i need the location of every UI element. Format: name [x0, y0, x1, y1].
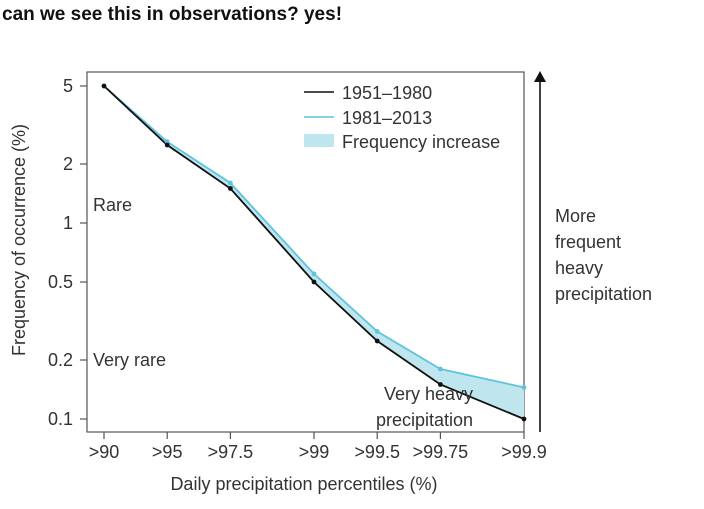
arrow-label-line4: precipitation — [555, 284, 652, 304]
x-tick-label: >95 — [152, 442, 183, 462]
y-tick-label: 5 — [63, 76, 73, 96]
arrow-label-line1: More — [555, 206, 596, 226]
x-tick-label: >99.9 — [501, 442, 547, 462]
point-1951-1980 — [521, 416, 527, 422]
point-1981-2013 — [438, 366, 443, 372]
x-axis-label: Daily precipitation percentiles (%) — [170, 474, 437, 494]
x-tick-label: >97.5 — [208, 442, 254, 462]
y-tick-label: 0.1 — [48, 409, 73, 429]
y-tick-label: 0.2 — [48, 350, 73, 370]
annotation-rare: Rare — [93, 195, 132, 215]
vertical-arrow-head — [534, 71, 546, 82]
annotation-very-rare: Very rare — [93, 350, 166, 370]
x-axis-ticks: >90 >95 >97.5 >99 >99.5 >99.75 >99.9 — [89, 432, 547, 462]
point-1981-2013 — [164, 139, 170, 145]
x-tick-label: >90 — [89, 442, 120, 462]
point-1951-1980 — [374, 338, 380, 344]
x-tick-label: >99.5 — [354, 442, 400, 462]
series-points — [101, 83, 527, 422]
legend-label-1981-2013: 1981–2013 — [342, 108, 432, 128]
x-tick-label: >99.75 — [413, 442, 469, 462]
y-tick-label: 1 — [63, 213, 73, 233]
y-axis-label: Frequency of occurrence (%) — [9, 124, 29, 356]
legend: 1951–1980 1981–2013 Frequency increase — [304, 83, 500, 152]
y-tick-label: 0.5 — [48, 272, 73, 292]
point-1951-1980 — [311, 279, 317, 285]
point-1981-2013 — [521, 385, 527, 390]
point-1981-2013 — [228, 180, 233, 186]
y-axis-ticks: 5 2 1 0.5 0.2 0.1 — [48, 76, 87, 429]
annotation-very-heavy-line2: precipitation — [376, 410, 473, 430]
arrow-label-line3: heavy — [555, 258, 603, 278]
point-1981-2013 — [374, 329, 380, 334]
y-tick-label: 2 — [63, 154, 73, 174]
legend-swatch-frequency-increase — [304, 134, 334, 147]
point-1951-1980 — [228, 186, 233, 191]
legend-label-1951-1980: 1951–1980 — [342, 83, 432, 103]
point-1951-1980 — [164, 142, 170, 148]
headline: can we see this in observations? yes! — [2, 4, 343, 25]
annotation-very-heavy-line1: Very heavy — [384, 384, 473, 404]
legend-label-frequency-increase: Frequency increase — [342, 132, 500, 152]
point-1951-1980 — [438, 382, 443, 387]
arrow-label-line2: frequent — [555, 232, 621, 252]
point-1951-1980 — [101, 83, 107, 89]
plot-frame — [86, 71, 525, 433]
x-tick-label: >99 — [299, 442, 330, 462]
point-1981-2013 — [311, 271, 317, 277]
